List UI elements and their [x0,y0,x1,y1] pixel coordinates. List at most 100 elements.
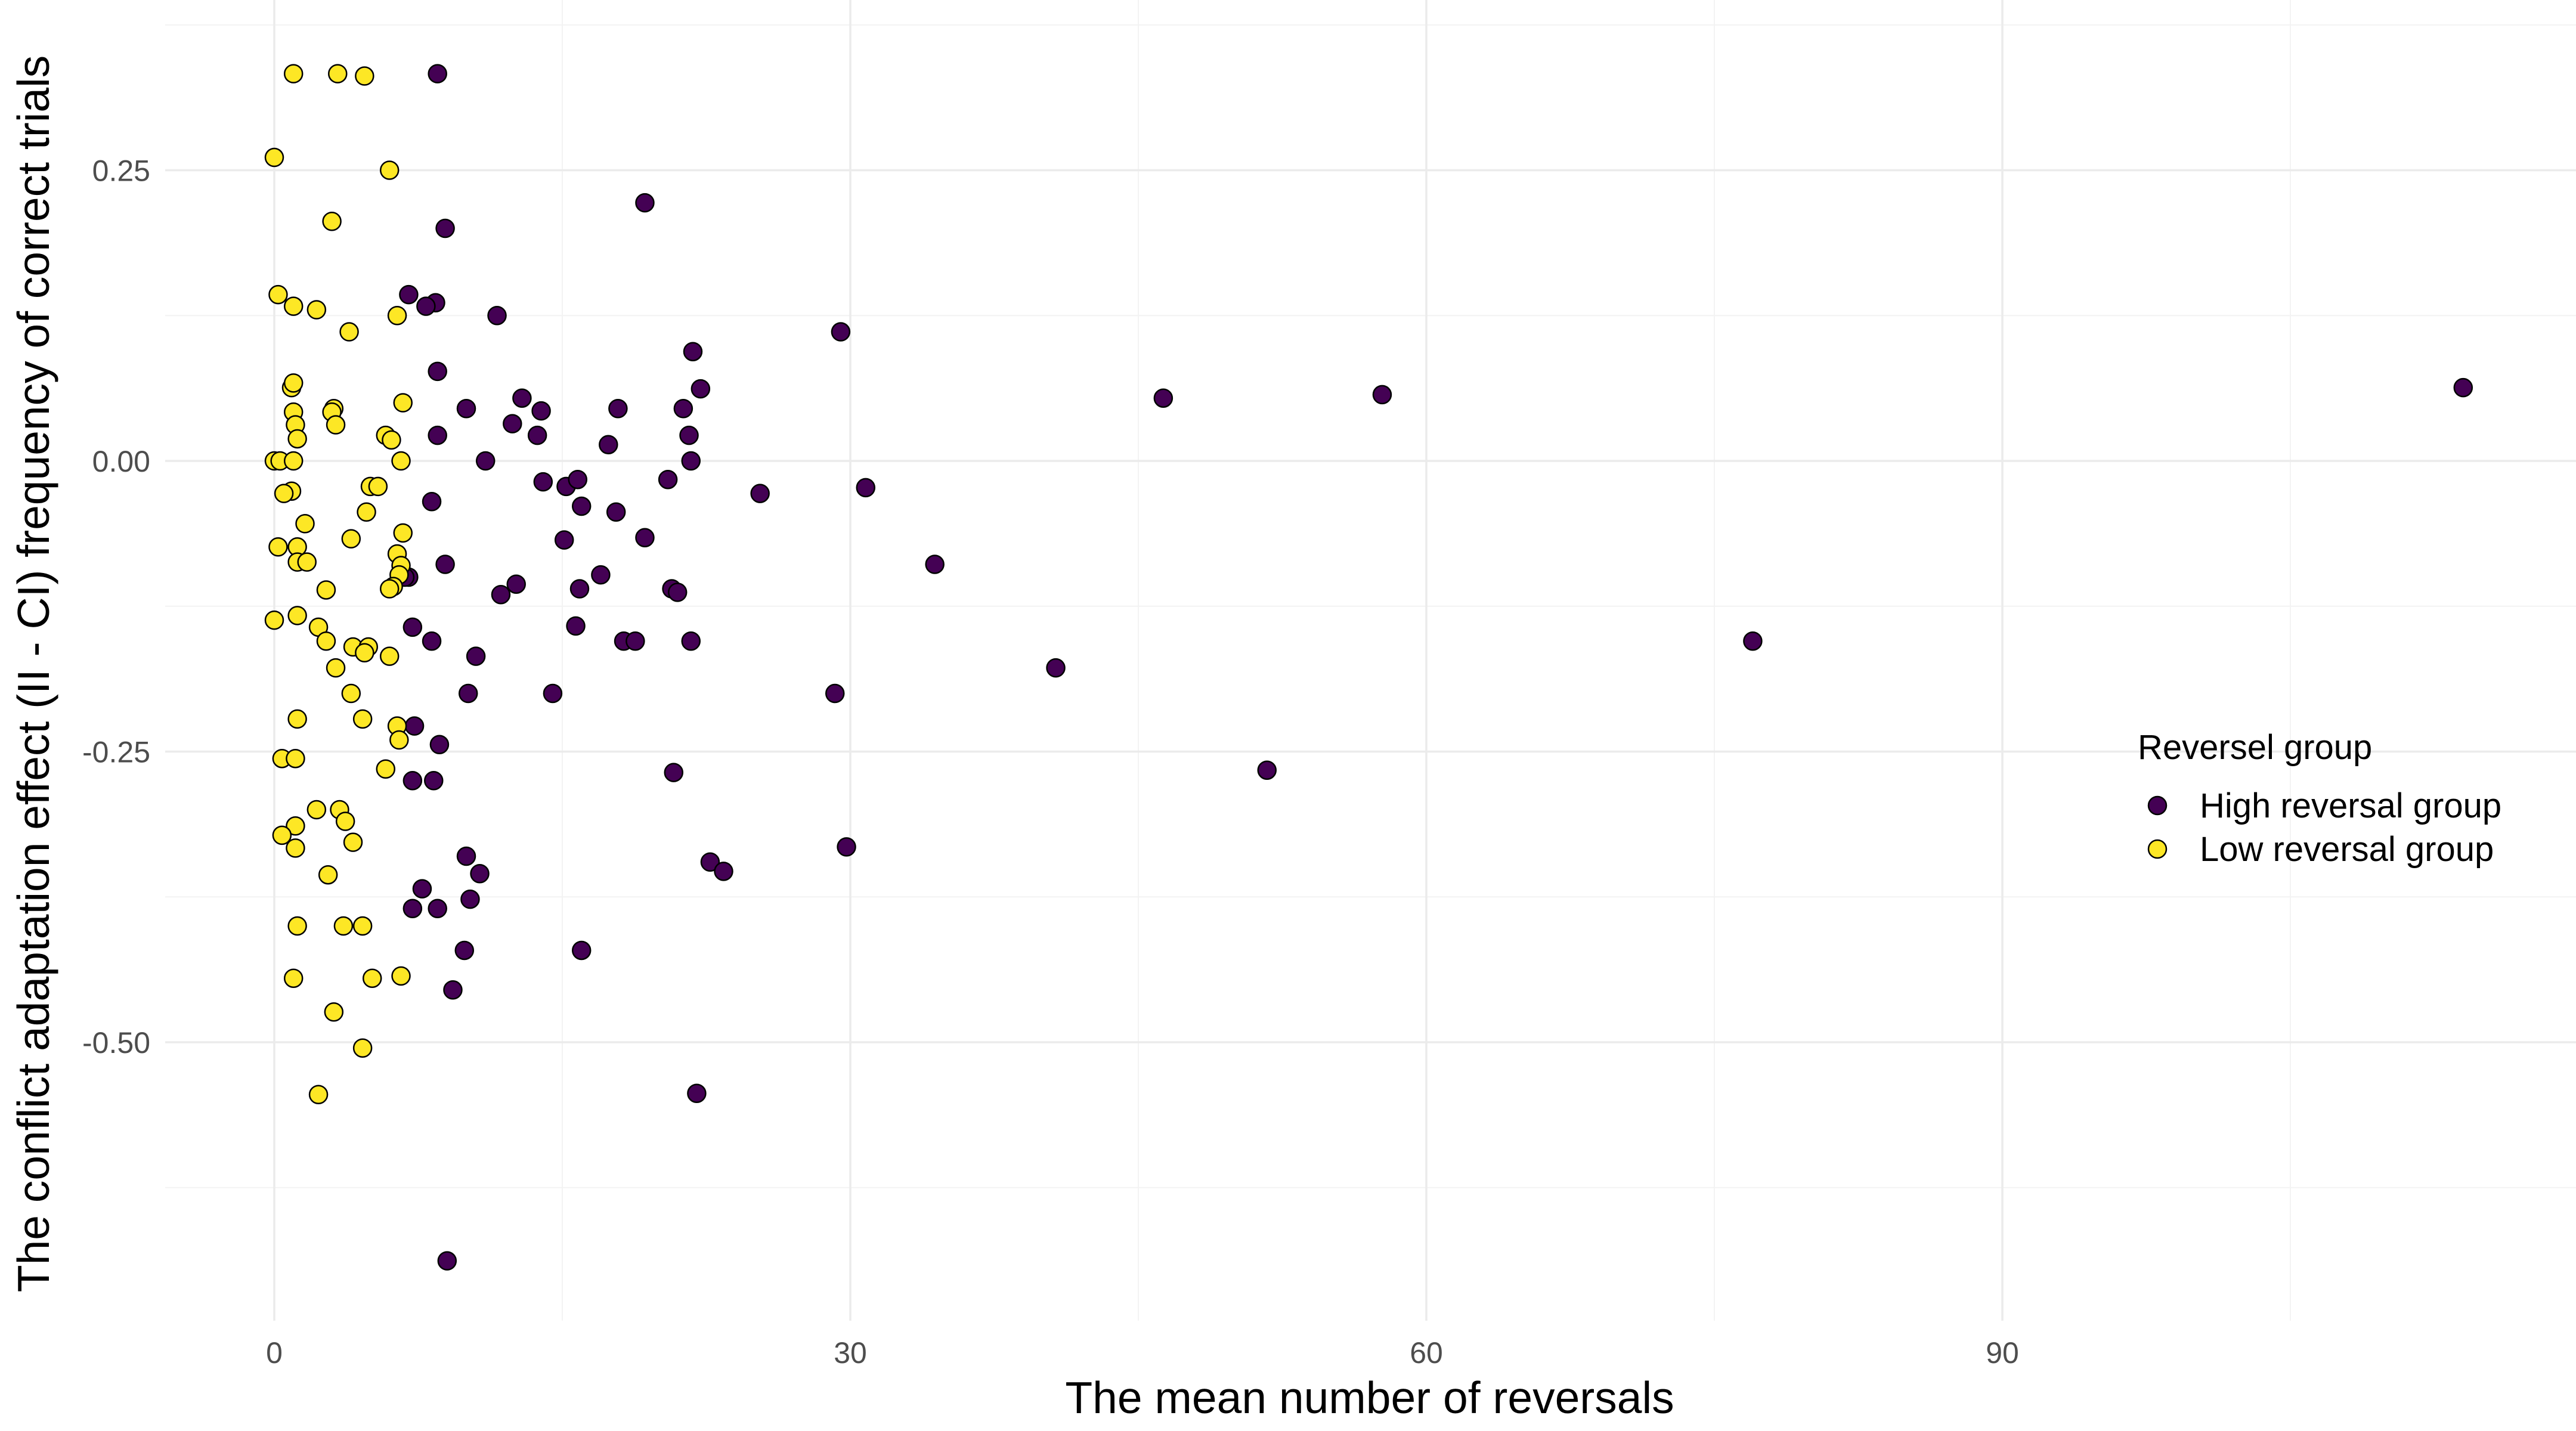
point-low-reversal [297,552,317,572]
point-high-reversal [512,388,532,408]
point-high-reversal [428,899,447,918]
point-high-reversal [424,771,444,791]
point-low-reversal [379,646,400,666]
point-low-reversal [283,968,304,988]
point-high-reversal [664,763,684,782]
point-high-reversal [422,492,442,512]
point-low-reversal [368,476,388,497]
point-low-reversal [352,916,373,936]
point-high-reversal [571,940,592,961]
point-high-reversal [491,585,511,605]
point-low-reversal [333,916,354,936]
point-high-reversal [454,940,475,961]
legend-key-high-reversal [2147,795,2168,816]
point-high-reversal [422,631,442,651]
point-high-reversal [428,361,447,382]
point-low-reversal [376,759,396,779]
y-tick-label: 0.00 [92,445,150,478]
point-low-reversal [268,537,288,557]
point-high-reversal [1153,388,1174,408]
point-high-reversal [554,530,574,550]
point-high-reversal [679,425,699,445]
point-low-reversal [274,484,294,503]
point-high-reversal [456,846,476,866]
point-low-reversal [362,968,382,988]
x-axis-tick-labels: 0 30 60 90 [266,1336,2019,1370]
point-low-reversal [387,306,407,326]
point-low-reversal [379,160,400,180]
point-high-reversal [635,528,655,547]
point-low-reversal [308,1085,329,1104]
point-high-reversal [460,889,480,909]
y-axis-tick-labels: -0.50 -0.25 0.00 0.25 [82,154,150,1060]
x-tick-label: 60 [1410,1336,1443,1370]
y-tick-label: -0.50 [82,1026,150,1060]
point-low-reversal [382,430,401,450]
point-low-reversal [318,865,338,885]
point-low-reversal [393,393,413,413]
point-high-reversal [470,864,490,884]
point-low-reversal [286,816,305,836]
point-low-reversal [379,579,400,599]
point-high-reversal [412,879,432,899]
point-low-reversal [287,709,307,729]
point-high-reversal [404,716,425,736]
point-low-reversal [335,811,355,831]
point-high-reversal [435,555,455,574]
point-high-reversal [856,478,876,498]
minor-gridlines [165,0,2576,1321]
point-high-reversal [466,646,486,666]
legend-label-low-reversal: Low reversal group [2200,830,2494,869]
point-low-reversal [355,66,374,86]
point-high-reversal [1743,631,1763,651]
point-high-reversal [487,306,507,326]
x-tick-label: 0 [266,1336,283,1370]
point-low-reversal [326,658,346,678]
point-low-reversal [391,966,411,986]
point-low-reversal [393,523,413,543]
data-points [264,64,2473,1271]
point-high-reversal [626,631,645,651]
point-high-reversal [402,617,423,637]
point-low-reversal [268,284,288,305]
point-high-reversal [608,399,628,419]
x-tick-label: 30 [834,1336,867,1370]
point-low-reversal [283,296,304,316]
point-high-reversal [429,735,450,755]
point-high-reversal [416,296,436,316]
point-high-reversal [435,218,455,238]
x-axis-title: The mean number of reversals [1065,1373,1674,1423]
x-tick-label: 90 [1986,1336,2019,1370]
point-high-reversal [533,472,553,492]
point-high-reversal [456,399,476,419]
point-low-reversal [283,451,304,471]
point-low-reversal [286,748,305,769]
point-low-reversal [287,916,307,936]
point-high-reversal [428,64,447,83]
point-low-reversal [287,429,307,449]
point-high-reversal [681,451,701,471]
point-low-reversal [352,1038,373,1058]
point-low-reversal [295,514,315,534]
point-high-reversal [458,683,478,704]
point-high-reversal [635,193,655,213]
point-high-reversal [566,616,586,636]
point-low-reversal [287,606,307,625]
point-low-reversal [264,147,284,168]
point-low-reversal [341,529,361,549]
point-high-reversal [402,771,423,791]
point-high-reversal [687,1083,707,1104]
legend-title: Reversel group [2138,728,2372,767]
point-low-reversal [343,832,363,852]
point-high-reversal [681,631,701,651]
point-high-reversal [568,469,588,490]
legend: Reversel group High reversal group Low r… [2138,728,2501,869]
y-tick-label: -0.25 [82,736,150,769]
major-gridlines [165,0,2576,1321]
point-high-reversal [667,583,688,602]
legend-label-high-reversal: High reversal group [2200,786,2501,825]
point-low-reversal [316,631,336,651]
point-low-reversal [324,1002,344,1022]
point-high-reversal [714,862,733,881]
point-low-reversal [357,502,376,522]
